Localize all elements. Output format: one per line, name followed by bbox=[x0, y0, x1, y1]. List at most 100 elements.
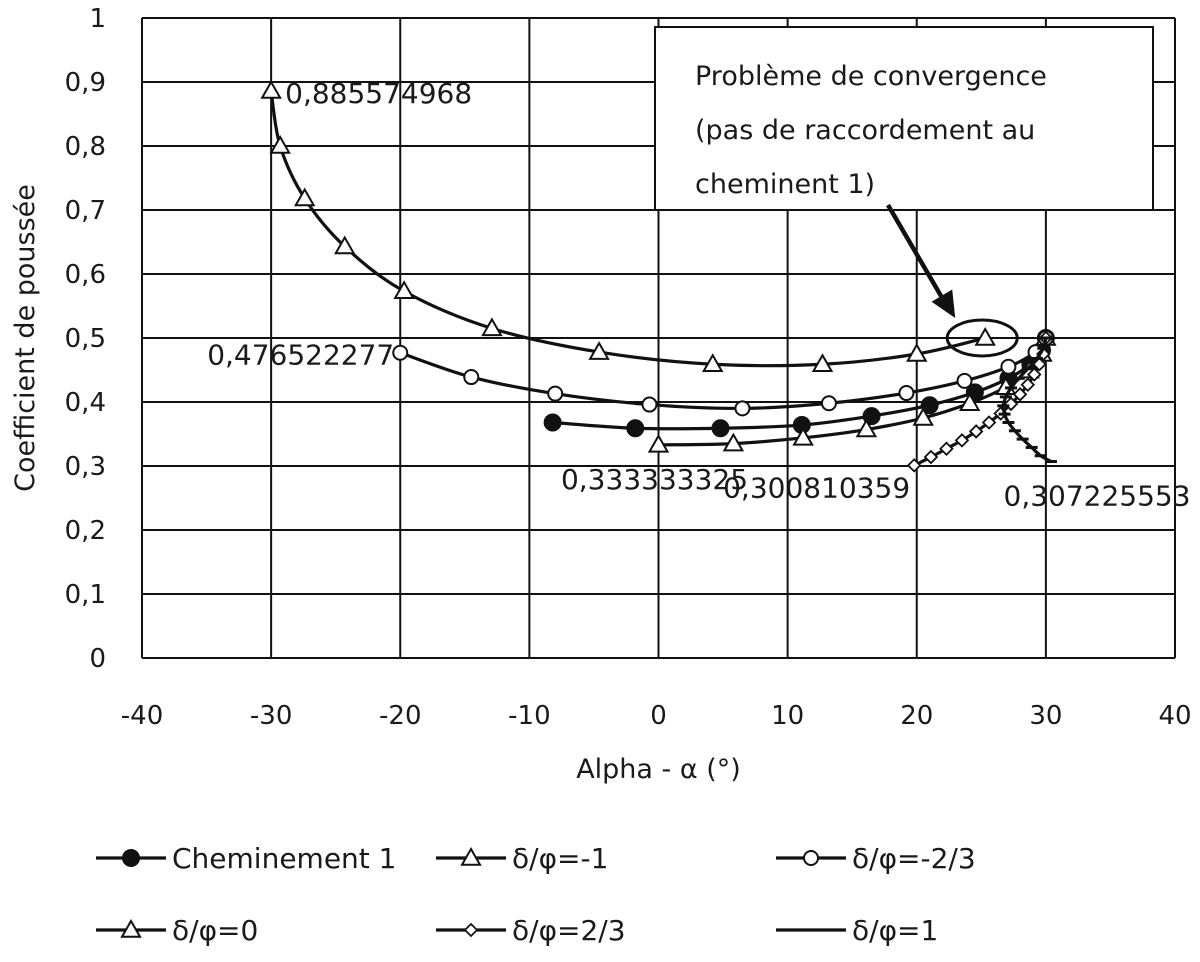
data-point bbox=[920, 396, 939, 415]
callout-line: (pas de raccordement au bbox=[695, 115, 1035, 146]
callout-arrow-head bbox=[931, 289, 956, 318]
data-label: 0,333333325 bbox=[561, 463, 748, 496]
callout-line: Problème de convergence bbox=[695, 61, 1047, 92]
data-point bbox=[334, 235, 356, 255]
x-tick-label: -40 bbox=[121, 701, 163, 731]
data-point bbox=[923, 449, 939, 465]
legend-marker bbox=[120, 918, 142, 938]
data-point bbox=[811, 353, 834, 372]
data-point bbox=[958, 392, 981, 412]
data-point bbox=[906, 342, 928, 362]
x-tick-label: 20 bbox=[900, 701, 933, 731]
data-label: 0,300810359 bbox=[723, 471, 910, 504]
legend-marker bbox=[460, 846, 482, 866]
y-tick-label: 0,5 bbox=[65, 324, 106, 354]
legend-label: δ/φ=1 bbox=[852, 914, 938, 947]
data-point bbox=[269, 134, 291, 154]
x-tick-label: 0 bbox=[650, 701, 667, 731]
data-point bbox=[974, 326, 996, 346]
data-point bbox=[641, 396, 658, 413]
legend-label: δ/φ=2/3 bbox=[512, 914, 626, 947]
series-5 bbox=[997, 336, 1058, 464]
legend-label: δ/φ=0 bbox=[172, 914, 258, 947]
data-point bbox=[820, 395, 837, 412]
legend-item: δ/φ=2/3 bbox=[436, 914, 626, 947]
data-point bbox=[1020, 377, 1036, 392]
x-tick-label: -10 bbox=[508, 701, 550, 731]
y-tick-label: 0,1 bbox=[65, 580, 106, 610]
data-point bbox=[968, 424, 984, 439]
legend-marker bbox=[463, 922, 479, 938]
y-axis-title: Coefficient de poussée bbox=[10, 184, 41, 492]
data-point bbox=[481, 317, 503, 337]
legend: Cheminement 1 δ/φ=-1 δ/φ=-2/3 δ/φ=0 δ/φ=2/3 δ… bbox=[96, 842, 976, 947]
x-tick-label: -20 bbox=[379, 701, 421, 731]
series-2 bbox=[392, 330, 1054, 417]
legend-item: δ/φ=-2/3 bbox=[776, 842, 976, 875]
data-point bbox=[792, 426, 814, 446]
y-tick-label: 0 bbox=[89, 644, 106, 674]
y-tick-label: 0,9 bbox=[65, 68, 106, 98]
legend-item: Cheminement 1 bbox=[96, 842, 397, 875]
x-axis-title: Alpha - α (°) bbox=[576, 754, 741, 785]
data-point bbox=[543, 413, 562, 432]
data-point bbox=[912, 406, 934, 426]
callout-arrow-shaft bbox=[886, 203, 952, 312]
callout-line: cheminent 1) bbox=[695, 169, 875, 200]
y-tick-label: 1 bbox=[89, 4, 106, 34]
legend-item: δ/φ=-1 bbox=[436, 842, 608, 875]
x-tick-label: 10 bbox=[771, 701, 804, 731]
legend-item: δ/φ=1 bbox=[776, 914, 938, 947]
data-label: 0,885574968 bbox=[285, 77, 472, 110]
data-point bbox=[647, 433, 670, 453]
y-tick-label: 0,4 bbox=[65, 388, 106, 418]
data-point bbox=[1026, 367, 1042, 382]
callout-box bbox=[654, 26, 1154, 211]
y-tick-label: 0,3 bbox=[65, 452, 106, 482]
data-label: 0,307225553 bbox=[1004, 480, 1191, 513]
data-point bbox=[392, 344, 409, 361]
data-point bbox=[260, 79, 282, 99]
y-tick-label: 0,2 bbox=[65, 516, 106, 546]
legend-label: δ/φ=-2/3 bbox=[852, 842, 976, 875]
legend-label: Cheminement 1 bbox=[172, 842, 397, 875]
x-tick-label: 30 bbox=[1029, 701, 1062, 731]
data-point bbox=[393, 280, 415, 300]
data-label-layer: 0,885574968 0,476522277 0,3333333250,30081… bbox=[207, 77, 1190, 513]
legend-label: δ/φ=-1 bbox=[512, 842, 608, 875]
series-layer bbox=[260, 79, 1058, 473]
callout-ellipse bbox=[945, 318, 1019, 358]
data-point bbox=[711, 419, 730, 438]
data-point bbox=[1000, 358, 1017, 375]
x-tick-label: 40 bbox=[1158, 701, 1191, 731]
data-point bbox=[906, 458, 922, 473]
data-point bbox=[1012, 387, 1028, 402]
axis-layer: 0 0,1 0,2 0,3 0,4 0,5 0,6 0,7 0,8 0,9 1 -40 -30 -20 -1… bbox=[10, 4, 1192, 785]
data-point bbox=[734, 400, 751, 417]
data-point bbox=[626, 419, 645, 438]
data-point bbox=[981, 415, 997, 430]
y-tick-label: 0,8 bbox=[65, 132, 106, 162]
x-tick-label: -30 bbox=[250, 701, 292, 731]
data-point bbox=[954, 433, 970, 448]
data-point bbox=[722, 432, 745, 452]
data-point bbox=[702, 353, 724, 372]
data-label: 0,476522277 bbox=[207, 339, 394, 372]
legend-marker bbox=[803, 850, 819, 866]
data-point bbox=[463, 369, 480, 386]
series-3 bbox=[260, 79, 996, 372]
data-point bbox=[898, 385, 915, 402]
data-point bbox=[293, 187, 316, 207]
legend-item: δ/φ=0 bbox=[96, 914, 258, 947]
data-point bbox=[939, 441, 954, 456]
data-point bbox=[855, 418, 878, 438]
annotation-layer: Problème de convergence (pas de raccordem… bbox=[654, 26, 1154, 358]
y-tick-label: 0,7 bbox=[65, 196, 106, 226]
legend-marker bbox=[122, 849, 140, 867]
data-point bbox=[588, 341, 610, 360]
data-point bbox=[862, 407, 881, 426]
data-point bbox=[956, 372, 973, 389]
y-tick-label: 0,6 bbox=[65, 260, 106, 290]
